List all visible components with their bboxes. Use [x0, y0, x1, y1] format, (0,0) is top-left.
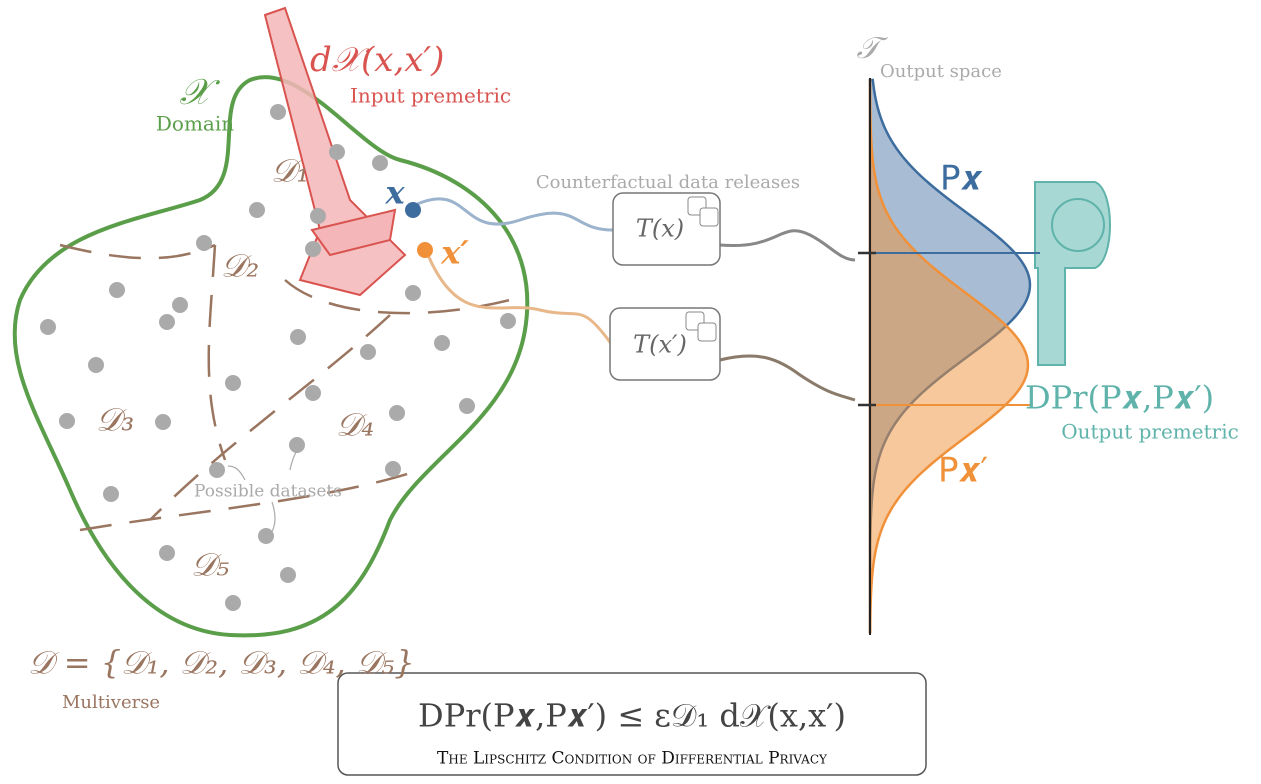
release-formula: T(x)	[636, 215, 684, 243]
input-premetric-label: Input premetric	[350, 84, 511, 108]
dataset-dot	[196, 235, 212, 251]
dice	[698, 323, 716, 341]
dataset-dot	[310, 208, 326, 224]
dataset-dot	[40, 319, 56, 335]
domain-label: Domain	[156, 112, 234, 136]
dataset-dot	[155, 414, 171, 430]
releases-label: Counterfactual data releases	[536, 172, 800, 193]
dataset-dot	[305, 241, 321, 257]
dataset-dot	[405, 285, 421, 301]
dataset-dot	[329, 144, 345, 160]
multiverse-label: Multiverse	[62, 692, 160, 713]
dataset-dot	[159, 545, 175, 561]
dataset-dot	[109, 282, 125, 298]
output-space-label: Output space	[880, 61, 1002, 82]
dataset-dot	[103, 486, 119, 502]
dataset-dot	[159, 314, 175, 330]
distribution-label: P𝒙	[940, 159, 983, 199]
release-curve	[720, 231, 855, 260]
annotation: Possible datasets	[194, 482, 342, 502]
partition-label: 𝒟₄	[336, 406, 374, 444]
dataset-dot	[389, 405, 405, 421]
dataset-dot	[209, 462, 225, 478]
dice	[700, 208, 718, 226]
condition-formula: DPr(P𝒙,P𝒙′) ≤ ε𝒟₁ d𝒳(x,x′)	[418, 697, 846, 735]
condition-caption: The Lipschitz Condition of Differential …	[437, 749, 828, 769]
dataset-dot	[372, 155, 388, 171]
release-formula: T(x′)	[633, 331, 687, 359]
dataset-dot	[290, 329, 306, 345]
output-premetric-formula: DPr(P𝒙,P𝒙′)	[1025, 379, 1214, 417]
output-premetric-label: Output premetric	[1061, 420, 1239, 444]
point-x	[405, 202, 421, 218]
dataset-dot	[500, 313, 516, 329]
point-x-label: x	[384, 174, 405, 212]
dataset-dot	[360, 344, 376, 360]
domain-symbol: 𝒳	[180, 72, 221, 113]
dataset-dot	[59, 413, 75, 429]
dataset-dot	[225, 375, 241, 391]
dataset-dot	[434, 335, 450, 351]
diagram: 𝒳 Domain d𝒳(x,x′) Input premetric 𝒟₁ 𝒟₂ …	[0, 0, 1261, 784]
point-x-prime-label: x′	[440, 234, 469, 272]
release-curve	[415, 199, 613, 230]
dataset-dot	[225, 595, 241, 611]
dataset-dot	[280, 567, 296, 583]
dataset-dot	[88, 357, 104, 373]
dataset-dot	[289, 437, 305, 453]
partition-label: 𝒟₅	[191, 546, 230, 584]
partition-label: 𝒟₁	[271, 152, 309, 190]
dataset-dot	[385, 461, 401, 477]
dataset-dot	[305, 385, 321, 401]
dataset-dot	[258, 528, 274, 544]
release-curve	[720, 356, 855, 400]
dataset-dot	[172, 297, 188, 313]
partition-label: 𝒟₃	[96, 401, 134, 439]
dataset-dot	[270, 104, 286, 120]
point-x-prime	[417, 242, 433, 258]
dataset-dot	[249, 202, 265, 218]
input-premetric-formula: d𝒳(x,x′)	[310, 40, 444, 80]
dataset-dot	[459, 398, 475, 414]
labels: 𝒳 Domain d𝒳(x,x′) Input premetric 𝒟₁ 𝒟₂ …	[28, 31, 1239, 769]
partition-label: 𝒟₂	[221, 247, 259, 285]
partition-line	[60, 245, 215, 258]
multiverse-formula: 𝒟 = {𝒟₁, 𝒟₂, 𝒟₃, 𝒟₄, 𝒟₅}	[28, 644, 415, 682]
distribution-label: P𝒙′	[938, 451, 988, 491]
